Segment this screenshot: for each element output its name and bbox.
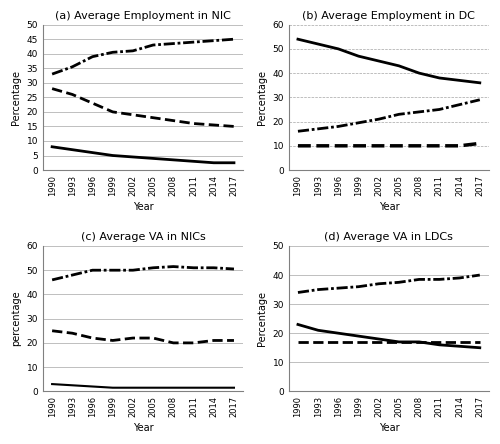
X-axis label: Year: Year: [132, 202, 154, 212]
Y-axis label: Percentage: Percentage: [11, 70, 21, 125]
Title: (b) Average Employment in DC: (b) Average Employment in DC: [302, 11, 476, 21]
Title: (d) Average VA in LDCs: (d) Average VA in LDCs: [324, 232, 454, 242]
Y-axis label: Percentage: Percentage: [257, 70, 267, 125]
X-axis label: Year: Year: [378, 202, 399, 212]
Title: (a) Average Employment in NIC: (a) Average Employment in NIC: [55, 11, 231, 21]
Y-axis label: Percentage: Percentage: [257, 291, 267, 346]
Y-axis label: percentage: percentage: [11, 291, 21, 346]
X-axis label: Year: Year: [378, 423, 399, 433]
X-axis label: Year: Year: [132, 423, 154, 433]
Title: (c) Average VA in NICs: (c) Average VA in NICs: [80, 232, 206, 242]
